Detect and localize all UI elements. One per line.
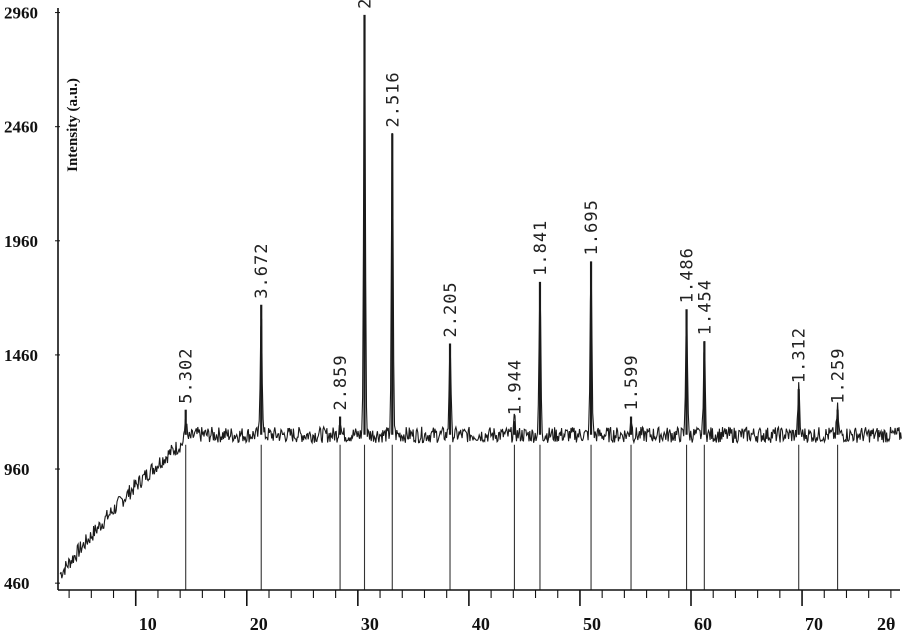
peak-label-1.486: 1.486 [678, 247, 698, 303]
x-tick-label-10: 10 [139, 614, 157, 634]
peak-label-2.516: 2.516 [383, 71, 403, 127]
x-tick-label-50: 50 [583, 614, 601, 634]
y-tick-label-2460: 2460 [4, 118, 38, 137]
axes [57, 8, 900, 591]
x-tick-label-60: 60 [694, 614, 712, 634]
y-tick-label-1460: 1460 [4, 346, 38, 365]
x-ticks: 10 20 30 40 50 60 70 [68, 590, 892, 634]
y-tick-label-960: 960 [4, 460, 30, 479]
x-tick-label-30: 30 [361, 614, 379, 634]
peak-label-2.859: 2.859 [331, 354, 351, 410]
peak-label-5.302: 5.302 [177, 348, 197, 404]
diffraction-pattern [59, 39, 902, 579]
y-ticks: 460 960 1460 1960 2460 2960 [4, 4, 60, 593]
peak-label-1.454: 1.454 [695, 279, 715, 335]
peak-label-1.259: 1.259 [829, 348, 849, 404]
peak-label-1.312: 1.312 [790, 327, 810, 383]
y-axis-label: Intensity (a.u.) [65, 78, 81, 172]
peak-label-3.672: 3.672 [252, 243, 272, 299]
peak-labels: 5.302 3.672 2.859 2.698 2.516 2.205 1.944 1.841… [177, 0, 849, 415]
x-axis-label: 2θ [877, 614, 895, 634]
peak-label-1.841: 1.841 [531, 220, 551, 276]
peak-label-1.599: 1.599 [622, 354, 642, 410]
pattern-trace [59, 39, 902, 579]
peak-droplines [184, 14, 839, 590]
y-tick-label-2960: 2960 [4, 4, 38, 23]
y-tick-label-460: 460 [4, 574, 30, 593]
y-tick-label-1960: 1960 [4, 232, 38, 251]
x-tick-label-70: 70 [805, 614, 823, 634]
peak-label-1.695: 1.695 [582, 199, 602, 255]
peak-label-1.944: 1.944 [505, 359, 525, 415]
peak-label-2.205: 2.205 [441, 281, 461, 337]
x-tick-label-20: 20 [250, 614, 268, 634]
x-tick-label-40: 40 [472, 614, 490, 634]
peak-label-2.698: 2.698 [356, 0, 376, 9]
